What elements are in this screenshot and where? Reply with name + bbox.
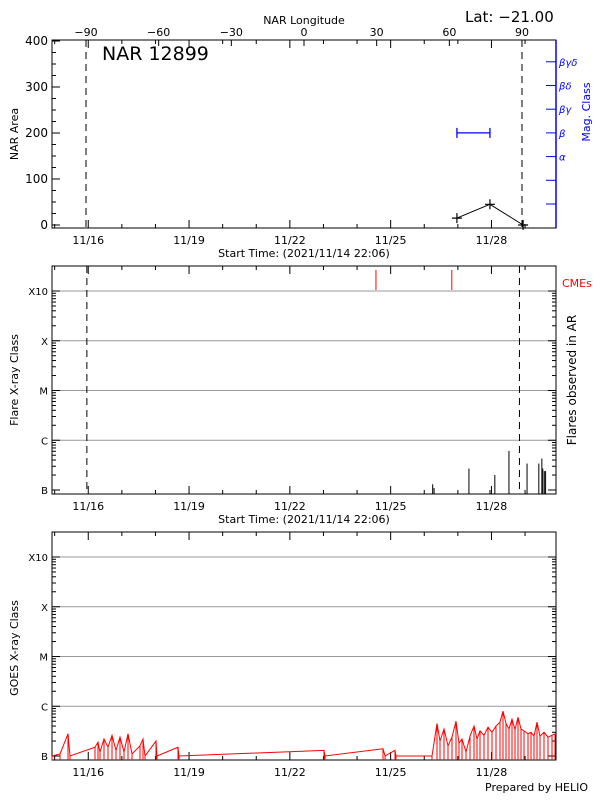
flares-observed-label: Flares observed in AR [565,315,579,445]
area-tick-label: 200 [25,126,48,140]
area-tick-label: 100 [25,172,48,186]
plot-frame-2 [51,265,557,495]
time-tick-label: 11/16 [72,500,104,513]
longitude-tick-label: 60 [442,26,456,39]
class-tick-label: M [39,387,48,398]
time-tick-label: 11/28 [476,766,508,779]
class-tick-label: B [41,752,48,763]
time-tick-label: 11/16 [72,234,104,247]
area-tick-label: 0 [40,218,48,232]
area-point [518,220,529,230]
goes-axis-label: GOES X-ray Class [8,600,21,696]
time-tick-label: 11/19 [173,766,205,779]
time-axis-label-1: Start Time: (2021/11/14 22:06) [218,247,390,260]
time-tick-label: 11/28 [476,500,508,513]
longitude-tick-label: 90 [515,26,529,39]
area-point [451,213,462,224]
time-tick-label: 11/22 [274,500,306,513]
mag-class-label: βδ [558,82,572,93]
time-tick-label: 11/19 [173,500,205,513]
class-tick-label: X10 [28,287,48,298]
time-axis-label-2: Start Time: (2021/11/14 22:06) [218,513,390,526]
area-tick-label: 300 [25,80,48,94]
plot-frame-1 [51,39,557,229]
mag-class-label: β [558,129,566,140]
time-tick-label: 11/25 [375,766,407,779]
class-tick-label: C [41,436,48,447]
class-tick-label: X [41,337,48,348]
longitude-tick-label: −60 [147,26,170,39]
class-tick-label: B [41,486,48,497]
time-tick-label: 11/25 [375,500,407,513]
mag-class-label: βγδ [558,58,577,69]
area-axis-label: NAR Area [8,108,21,160]
time-tick-label: 11/25 [375,234,407,247]
class-tick-label: X [41,603,48,614]
mag-class-axis-label: Mag. Class [580,82,593,141]
region-title: NAR 12899 [102,43,209,65]
flare-axis-label: Flare X-ray Class [8,334,21,426]
time-tick-label: 11/28 [476,234,508,247]
time-tick-label: 11/16 [72,766,104,779]
time-tick-label: 11/19 [173,234,205,247]
footer-credit: Prepared by HELIO [485,781,588,794]
mag-class-label: α [559,153,566,164]
goes-flux-line [51,710,556,758]
class-tick-label: C [41,702,48,713]
time-tick-label: 11/22 [274,766,306,779]
area-tick-label: 400 [25,34,48,48]
longitude-tick-label: 0 [301,26,308,39]
longitude-axis-label: NAR Longitude [263,14,345,27]
time-tick-label: 11/22 [274,234,306,247]
lat-label: Lat: −21.00 [465,8,554,26]
longitude-tick-label: −30 [220,26,243,39]
class-tick-label: M [39,653,48,664]
mag-class-label: βγ [558,105,572,116]
plot-frame-3 [51,531,557,761]
cmes-label: CMEs [562,277,592,290]
longitude-tick-label: −90 [74,26,97,39]
class-tick-label: X10 [28,553,48,564]
area-point [484,199,495,210]
longitude-tick-label: 30 [370,26,384,39]
